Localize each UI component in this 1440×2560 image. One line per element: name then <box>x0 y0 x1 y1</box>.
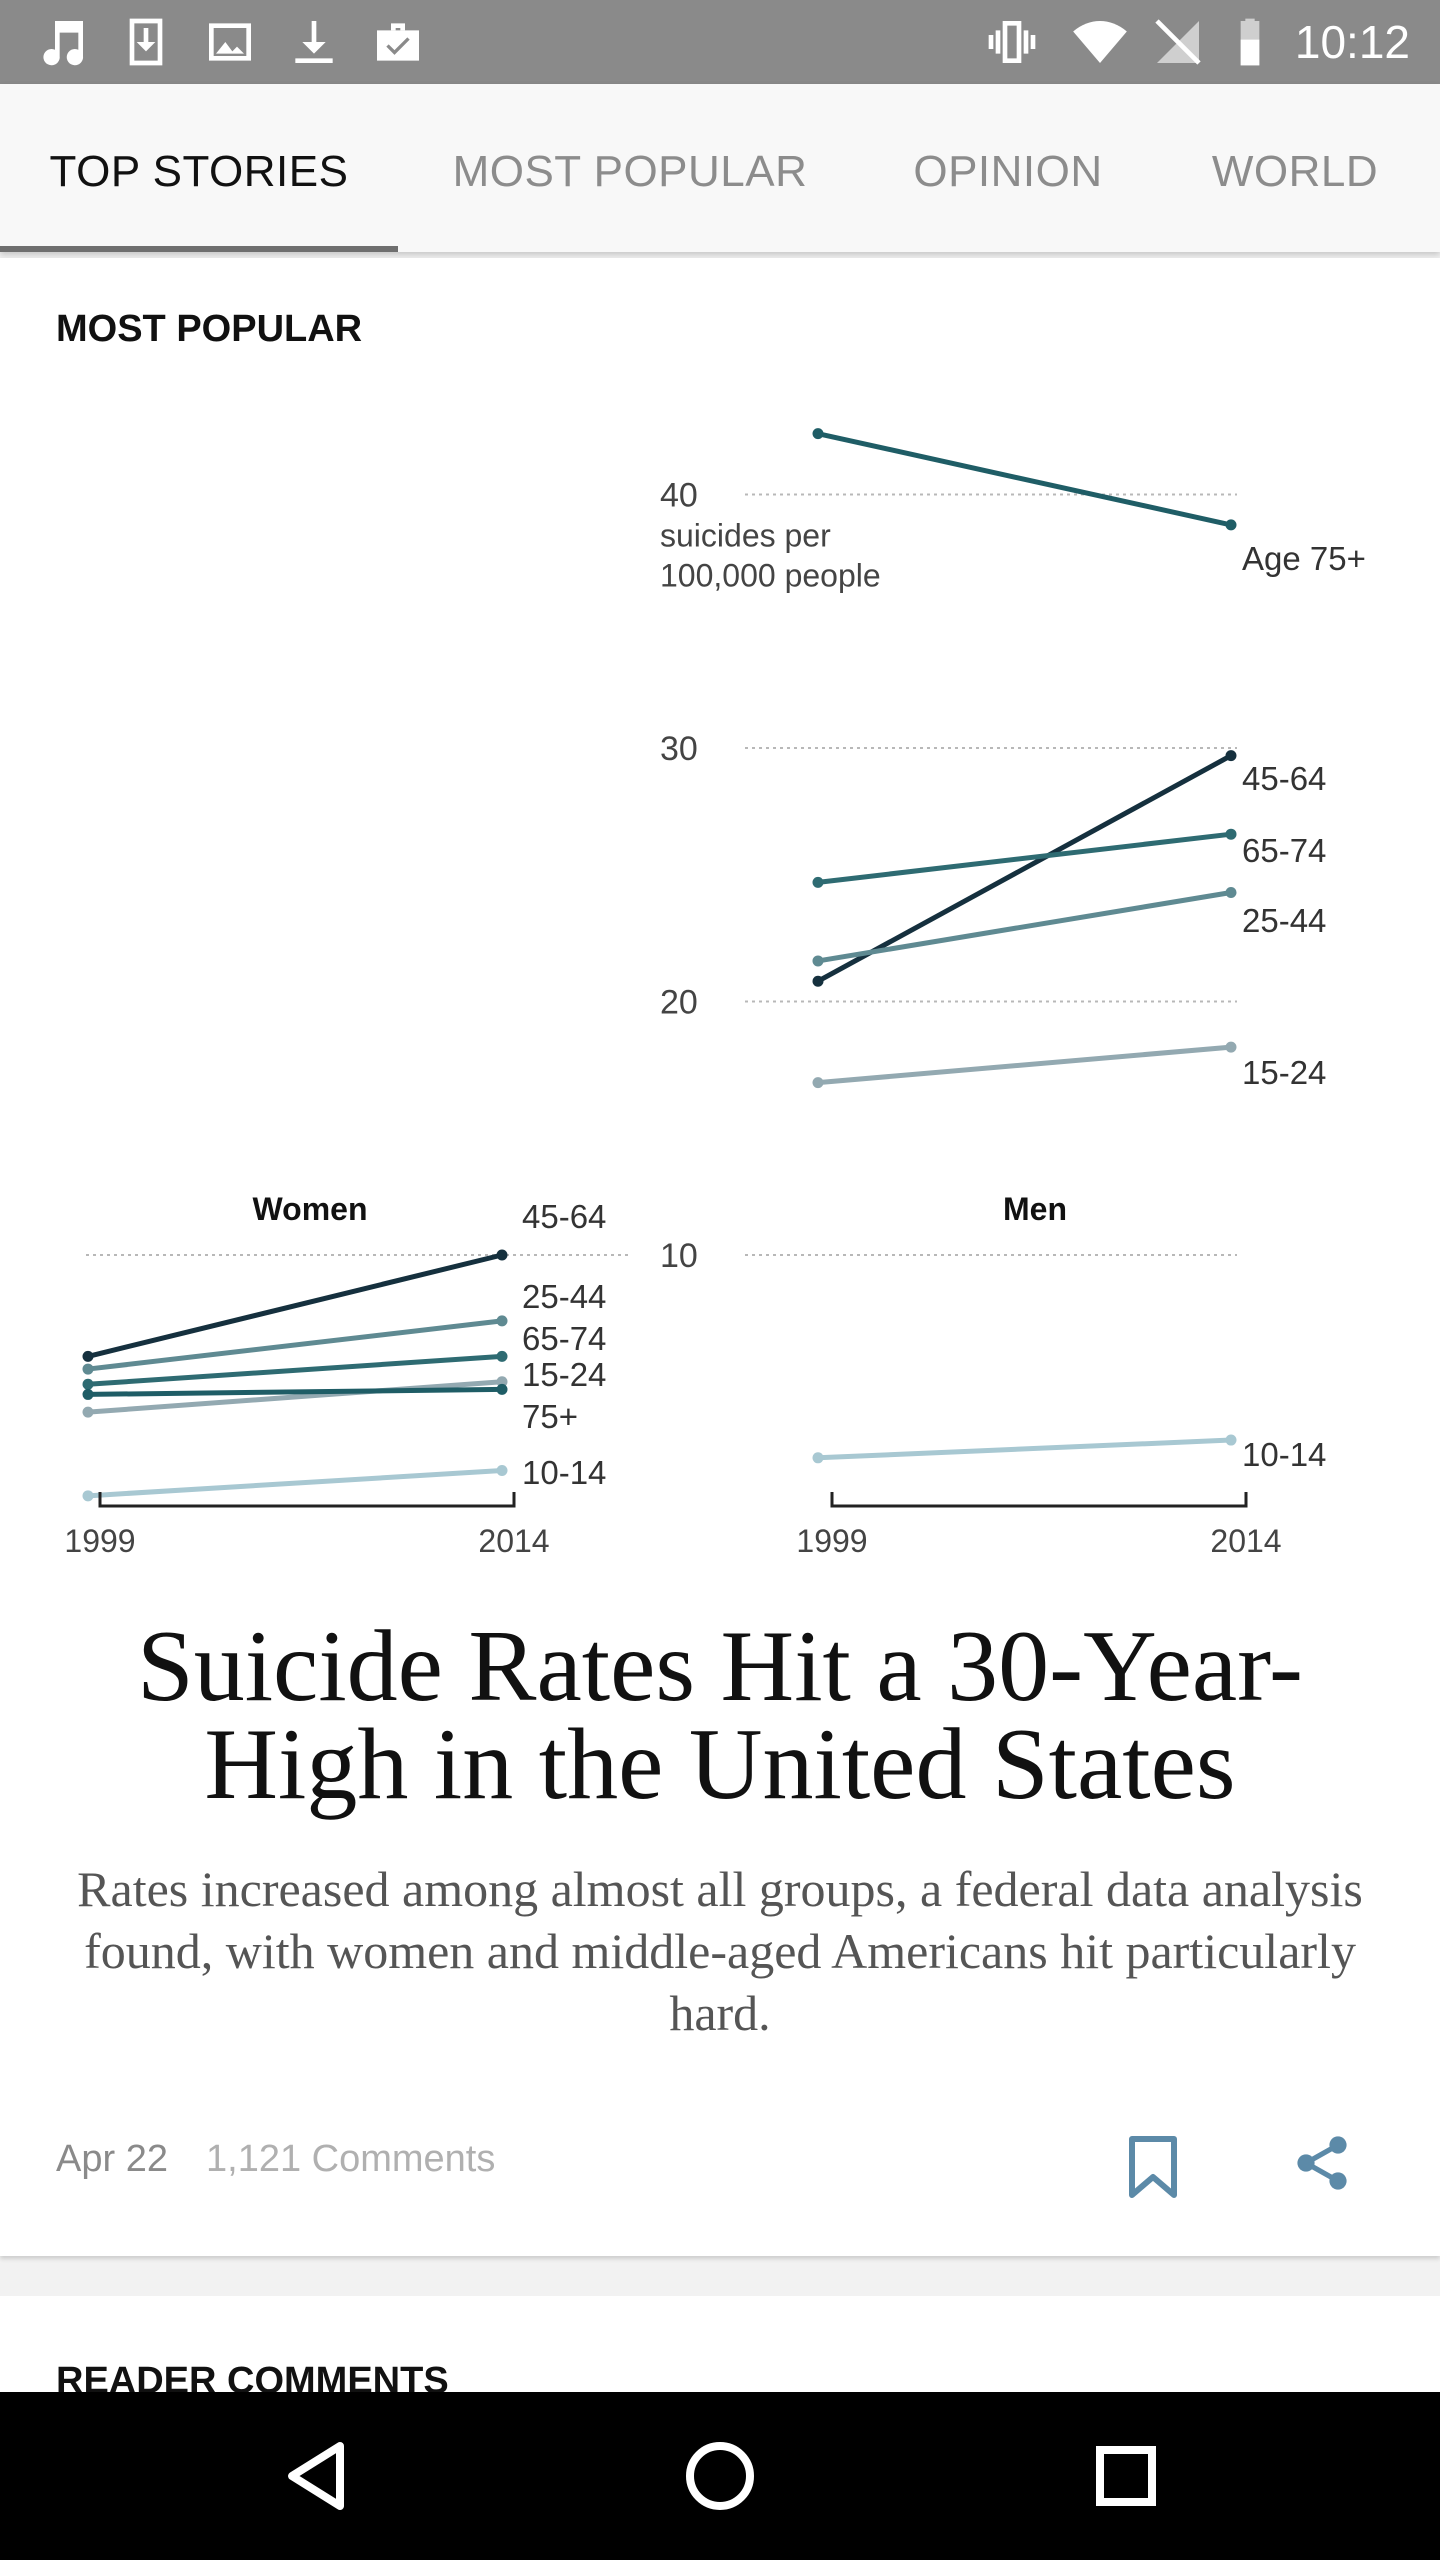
series-line-women-45-64 <box>87 1252 503 1359</box>
series-label-men-65-74: 65-74 <box>1242 832 1326 869</box>
summary: Rates increased among almost all groups,… <box>77 1861 1363 2041</box>
series-label-women-25-44: 25-44 <box>522 1278 606 1315</box>
series-label-men-25-44: 25-44 <box>1242 902 1326 939</box>
status-bar: 10:12 <box>0 0 1440 84</box>
bookmark-icon[interactable] <box>1128 2135 1178 2199</box>
series-line-women-25-44 <box>87 1318 503 1372</box>
series-line-men-10-14 <box>817 1437 1232 1461</box>
share-icon[interactable] <box>1294 2135 1350 2191</box>
point-start-men-45-64 <box>812 975 824 987</box>
point-start-women-45-64 <box>82 1350 94 1362</box>
reader-comments-card[interactable]: READER COMMENTS <box>0 2296 1440 2396</box>
panel-title-men: Men <box>1003 1191 1067 1227</box>
series-line-women-75- <box>87 1386 503 1397</box>
series-label-men-10-14: 10-14 <box>1242 1436 1326 1473</box>
reader-comments-label: READER COMMENTS <box>56 2360 449 2396</box>
active-tab-indicator <box>0 246 398 252</box>
point-end-men-15-24 <box>1225 1041 1237 1053</box>
series-line-men-45-64 <box>816 753 1233 984</box>
series-label-men-age-75-: Age 75+ <box>1242 540 1366 577</box>
series-line-men-age-75- <box>817 431 1232 528</box>
navigation-bar <box>0 2392 1440 2560</box>
point-end-women-45-64 <box>496 1249 508 1261</box>
point-end-women-15-24 <box>496 1376 508 1388</box>
series-line-women-15-24 <box>87 1379 503 1415</box>
series-label-women-45-64: 45-64 <box>522 1198 606 1235</box>
x-tick-label-women-2014: 2014 <box>478 1523 549 1559</box>
battery-icon <box>1240 18 1260 66</box>
publish-date: Apr 22 <box>56 2138 168 2180</box>
tab-top-stories[interactable]: TOP STORIES <box>49 147 349 196</box>
vibrate-icon <box>988 21 1036 63</box>
download-box-icon <box>129 18 163 66</box>
tab-world[interactable]: WORLD <box>1211 147 1379 196</box>
point-end-women-75- <box>496 1383 508 1395</box>
series-line-men-65-74 <box>817 831 1232 885</box>
series-line-women-10-14 <box>87 1467 503 1499</box>
point-end-men-25-44 <box>1225 886 1237 898</box>
point-end-men-65-74 <box>1225 828 1237 840</box>
y-tick-label-10: 10 <box>660 1237 698 1275</box>
story-card[interactable]: MOST POPULAR 10 20 30 40 suicides per 100,000… <box>0 258 1440 2256</box>
series-label-women-65-74: 65-74 <box>522 1320 606 1357</box>
x-axis-women <box>98 1492 516 1508</box>
x-tick-label-women-1999: 1999 <box>64 1523 135 1559</box>
series-label-women-75-: 75+ <box>522 1398 578 1435</box>
panel-title-women: Women <box>253 1191 368 1227</box>
point-end-women-25-44 <box>496 1315 508 1327</box>
home-icon[interactable] <box>680 2436 760 2516</box>
music-note-icon <box>43 21 84 66</box>
section-label: MOST POPULAR <box>56 308 363 350</box>
point-start-women-25-44 <box>82 1363 94 1375</box>
headline[interactable]: Suicide Rates Hit a 30-Year-High in the … <box>136 1610 1304 1821</box>
x-axis-men <box>830 1492 1248 1508</box>
point-end-women-10-14 <box>496 1464 508 1476</box>
tab-opinion[interactable]: OPINION <box>913 147 1103 196</box>
point-end-men-45-64 <box>1225 750 1237 762</box>
y-unit-label-line-2: 100,000 people <box>660 558 881 594</box>
point-start-men-10-14 <box>812 1452 824 1464</box>
recents-icon[interactable] <box>1086 2436 1166 2516</box>
point-start-men-15-24 <box>812 1077 824 1089</box>
back-icon[interactable] <box>276 2436 356 2516</box>
series-label-men-15-24: 15-24 <box>1242 1054 1326 1091</box>
series-line-women-65-74 <box>87 1353 503 1387</box>
section-tabs: TOP STORIES MOST POPULAR OPINION WORLD <box>0 84 1440 252</box>
wifi-icon <box>1073 21 1127 63</box>
point-start-women-10-14 <box>82 1490 94 1502</box>
point-start-men-age-75- <box>812 428 824 440</box>
tab-most-popular[interactable]: MOST POPULAR <box>452 147 808 196</box>
point-start-men-25-44 <box>812 955 824 967</box>
point-start-women-75- <box>82 1388 94 1400</box>
y-tick-label-20: 20 <box>660 984 698 1022</box>
x-tick-label-men-2014: 2014 <box>1210 1523 1281 1559</box>
clock: 10:12 <box>1294 16 1410 68</box>
y-unit-label-line-1: suicides per <box>660 518 831 554</box>
point-end-women-65-74 <box>496 1350 508 1362</box>
series-label-men-45-64: 45-64 <box>1242 760 1326 797</box>
comments-link[interactable]: 1,121 Comments <box>206 2138 496 2180</box>
series-line-men-25-44 <box>817 890 1232 964</box>
point-start-men-65-74 <box>812 876 824 888</box>
y-tick-label-30: 30 <box>660 730 698 768</box>
point-end-men-age-75- <box>1225 519 1237 531</box>
series-label-women-15-24: 15-24 <box>522 1356 606 1393</box>
briefcase-check-icon <box>377 23 419 61</box>
point-start-women-65-74 <box>82 1378 94 1390</box>
x-tick-label-men-1999: 1999 <box>796 1523 867 1559</box>
download-icon <box>295 21 333 63</box>
series-label-women-10-14: 10-14 <box>522 1454 606 1491</box>
series-line-men-15-24 <box>817 1044 1232 1086</box>
point-start-women-15-24 <box>82 1406 94 1418</box>
image-icon <box>209 23 251 61</box>
point-end-men-10-14 <box>1225 1434 1237 1446</box>
y-tick-label-40: 40 <box>660 477 698 515</box>
no-signal-icon <box>1155 19 1201 65</box>
